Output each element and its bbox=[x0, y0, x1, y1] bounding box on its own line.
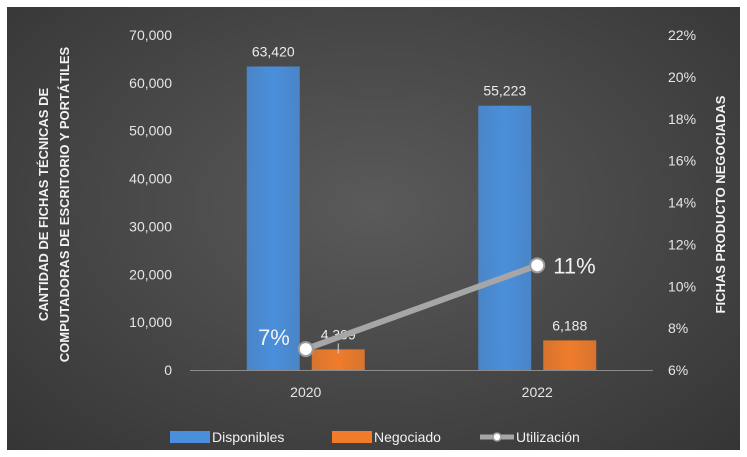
right-axis-title: FICHAS PRODUCTO NEGOCIADAS bbox=[713, 95, 728, 313]
chart-background bbox=[7, 7, 740, 450]
category-label: 2020 bbox=[290, 384, 321, 400]
bar-disponibles-2022 bbox=[478, 105, 532, 370]
axis-titles: CANTIDAD DE FICHAS TÉCNICAS DE COMPUTADOR… bbox=[36, 46, 728, 362]
left-tick-label: 60,000 bbox=[129, 75, 172, 91]
legend-swatch-negociado bbox=[332, 431, 372, 443]
legend-swatch-marker bbox=[492, 432, 502, 442]
right-tick-label: 18% bbox=[668, 111, 696, 127]
bar-data-label: 63,420 bbox=[252, 43, 295, 59]
legend-swatch-disponibles bbox=[170, 431, 210, 443]
utilization-label: 7% bbox=[258, 325, 290, 350]
right-tick-label: 10% bbox=[668, 278, 696, 294]
category-label: 2022 bbox=[522, 384, 553, 400]
right-tick-label: 22% bbox=[668, 27, 696, 43]
bars bbox=[246, 66, 597, 371]
bar-data-label: 6,188 bbox=[552, 317, 587, 333]
right-tick-label: 8% bbox=[668, 320, 688, 336]
left-axis-ticks: 0 10,000 20,000 30,000 40,000 50,000 60,000 70,… bbox=[129, 27, 172, 378]
right-axis-ticks: 6% 8% 10% 12% 14% 16% 18% 20% 22% bbox=[668, 27, 696, 378]
left-tick-label: 50,000 bbox=[129, 123, 172, 139]
legend-label: Negociado bbox=[374, 429, 441, 445]
legend: Disponibles Negociado Utilización bbox=[170, 429, 580, 445]
utilization-point bbox=[529, 257, 546, 274]
left-tick-label: 30,000 bbox=[129, 218, 172, 234]
legend-label: Utilización bbox=[516, 429, 580, 445]
right-tick-label: 12% bbox=[668, 236, 696, 252]
right-tick-label: 16% bbox=[668, 153, 696, 169]
right-tick-label: 20% bbox=[668, 69, 696, 85]
bar-negociado-2020 bbox=[311, 349, 365, 370]
bar-negociado-2022 bbox=[543, 340, 597, 370]
left-tick-label: 40,000 bbox=[129, 171, 172, 187]
bar-data-label: 55,223 bbox=[483, 83, 526, 99]
utilization-label: 11% bbox=[553, 253, 595, 278]
bar-disponibles-2020 bbox=[246, 66, 300, 371]
right-tick-label: 14% bbox=[668, 195, 696, 211]
legend-label: Disponibles bbox=[212, 429, 284, 445]
left-axis-title: CANTIDAD DE FICHAS TÉCNICAS DE bbox=[36, 88, 51, 322]
right-tick-label: 6% bbox=[668, 362, 688, 378]
left-tick-label: 10,000 bbox=[129, 314, 172, 330]
left-axis-title: COMPUTADORAS DE ESCRITORIO Y PORTÁTILES bbox=[57, 46, 72, 362]
left-tick-label: 70,000 bbox=[129, 27, 172, 43]
utilization-point bbox=[297, 341, 314, 358]
left-tick-label: 20,000 bbox=[129, 266, 172, 282]
left-tick-label: 0 bbox=[164, 362, 172, 378]
line-series: 7% 11% bbox=[258, 253, 596, 358]
category-labels: 2020 2022 bbox=[290, 384, 553, 400]
utilization-line bbox=[302, 262, 541, 353]
